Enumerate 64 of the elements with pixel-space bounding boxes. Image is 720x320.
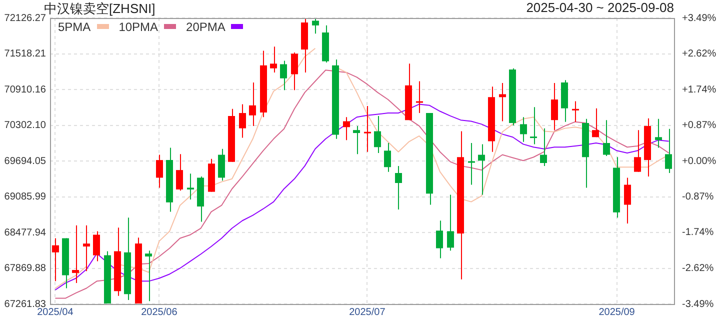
- candlestick: [52, 238, 59, 282]
- candlestick: [530, 106, 537, 145]
- x-tick-label: 2025/04: [37, 306, 74, 318]
- candlestick: [187, 173, 194, 200]
- x-tick-label: 2025/09: [598, 306, 636, 318]
- y-tick-label: 72126.27: [4, 12, 46, 24]
- y-tick-label: 70910.16: [4, 84, 46, 96]
- chart-title: 中汉镍卖空[ZHSNI]: [44, 0, 156, 16]
- legend-label: 10PMA: [118, 20, 158, 34]
- candlestick: [364, 105, 371, 152]
- candlestick: [572, 100, 579, 122]
- y-tick-label: 71518.21: [4, 48, 46, 60]
- candlestick: [374, 115, 381, 154]
- y2-tick-label: -1.74%: [682, 227, 714, 238]
- y-tick-label: 69085.99: [4, 192, 46, 202]
- chart-subtitle: 2025-04-30 ~ 2025-09-08: [526, 0, 674, 15]
- candlestick: [239, 104, 246, 138]
- candlestick: [520, 116, 527, 142]
- candlestick: [156, 154, 163, 188]
- candlestick: [624, 177, 631, 224]
- candlestick: [603, 120, 610, 156]
- candlestick: [592, 108, 599, 138]
- candlestick: [218, 148, 225, 182]
- y-tick-label: 70302.10: [4, 120, 46, 131]
- candlestick: [176, 154, 183, 192]
- candlestick: [384, 142, 391, 172]
- candlestick: [353, 125, 360, 155]
- y2-tick-label: +0.00%: [682, 156, 716, 167]
- candlestick: [665, 128, 672, 174]
- candlestick: [312, 18, 319, 34]
- y-tick-label: 68477.94: [4, 227, 46, 238]
- y2-tick-label: -0.87%: [682, 191, 714, 202]
- candlestick: [83, 224, 90, 272]
- candlestick: [280, 60, 287, 91]
- y2-tick-label: +0.87%: [682, 120, 716, 132]
- candlestick: [270, 46, 277, 73]
- y2-tick-label: -2.62%: [682, 263, 714, 274]
- y-tick-label: 69694.05: [4, 156, 46, 167]
- candlestick: [478, 144, 485, 196]
- candlestick: [93, 230, 100, 262]
- y2-tick-label: +1.74%: [682, 84, 716, 96]
- candlestick: [343, 116, 350, 141]
- candlestick: [291, 52, 298, 91]
- candlestick: [249, 82, 256, 126]
- legend-label: 20PMA: [186, 20, 226, 34]
- candlestick: [416, 80, 423, 114]
- x-tick-label: 2025/06: [141, 306, 178, 318]
- candlestick: [468, 142, 475, 186]
- candlestick: [145, 250, 152, 302]
- candlestick: [447, 194, 454, 252]
- candlestick: [436, 220, 443, 259]
- y2-tick-label: +3.49%: [682, 12, 716, 24]
- x-tick-label: 2025/07: [349, 306, 386, 318]
- candlestick: [634, 130, 641, 172]
- candlestick: [499, 82, 506, 122]
- y2-tick-label: +2.62%: [682, 48, 716, 60]
- y-tick-label: 67869.88: [4, 263, 46, 274]
- legend-label: 5PMA: [58, 20, 91, 34]
- y2-tick-label: -3.49%: [682, 298, 714, 310]
- candlestick: [551, 82, 558, 131]
- candlestick: [540, 128, 547, 166]
- candlestick: [72, 224, 79, 284]
- candlestick: [395, 165, 402, 210]
- candlestick: [655, 118, 662, 148]
